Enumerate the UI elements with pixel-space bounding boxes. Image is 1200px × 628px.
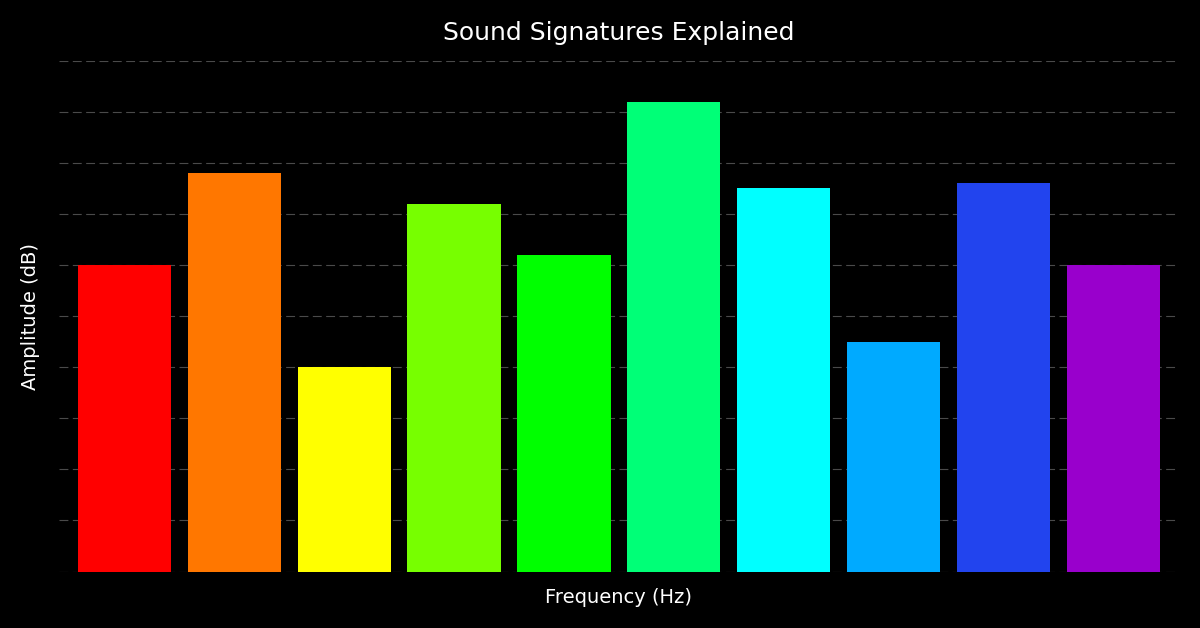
Bar [298,367,391,571]
Bar [407,203,500,571]
Bar [737,188,830,571]
Bar [847,342,941,571]
Bar [78,265,172,571]
Bar [187,173,281,571]
Bar [517,255,611,571]
Title: Sound Signatures Explained: Sound Signatures Explained [443,21,794,45]
Bar [628,102,720,571]
Y-axis label: Amplitude (dB): Amplitude (dB) [20,242,40,389]
X-axis label: Frequency (Hz): Frequency (Hz) [545,588,692,607]
Bar [956,183,1050,571]
Bar [1067,265,1160,571]
